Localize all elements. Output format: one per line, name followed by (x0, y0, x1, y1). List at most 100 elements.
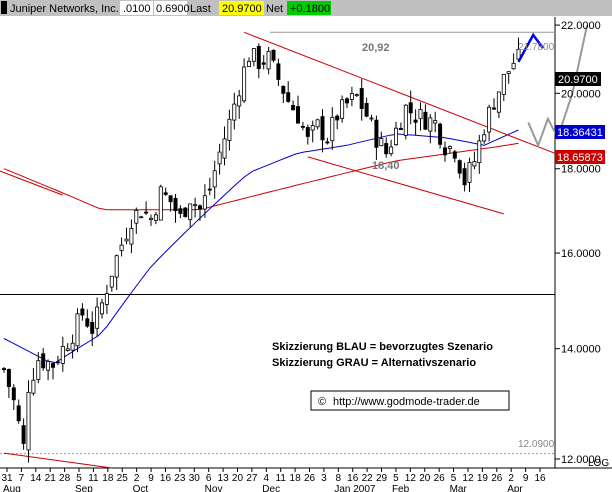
candle-body (26, 391, 31, 451)
candle-body (325, 141, 330, 144)
candle-body (51, 363, 56, 368)
candle-body (251, 48, 256, 62)
candle-body (237, 95, 242, 107)
x-day-label: 5 (451, 473, 457, 484)
candle-body (114, 255, 119, 278)
upper-trend-line (243, 31, 568, 159)
candle-body (408, 102, 413, 114)
candle-body (442, 147, 447, 156)
candle (428, 114, 433, 144)
ma-short-badge-text: 18.36431 (557, 127, 603, 139)
candle-body (70, 342, 75, 351)
candle-body (364, 102, 369, 117)
candle (291, 100, 296, 111)
x-day-label: 19 (477, 473, 489, 484)
candle (65, 343, 70, 352)
candle (408, 90, 413, 125)
candle-body (501, 73, 506, 95)
x-day-label: 7 (19, 473, 25, 484)
ref-high-label: 21.7800 (518, 42, 555, 53)
candle (183, 206, 188, 218)
candle-body (60, 346, 65, 364)
candle (246, 57, 251, 68)
candle-body (21, 425, 26, 444)
x-month-label: Aug (3, 484, 21, 492)
candle (325, 137, 330, 145)
candle (168, 195, 173, 212)
x-day-label: 20 (419, 473, 431, 484)
candle-body (168, 195, 173, 203)
candle-body (438, 123, 443, 145)
candle (482, 129, 487, 144)
candle (124, 227, 129, 245)
candle-body (75, 313, 80, 347)
candle (452, 149, 457, 163)
candle (344, 97, 349, 108)
candle (393, 121, 398, 146)
candle (85, 309, 90, 328)
candle-body (163, 192, 168, 195)
candle-body (55, 361, 60, 364)
candle-body (295, 106, 300, 124)
candle (286, 81, 291, 103)
candle (354, 93, 359, 98)
candle (173, 194, 178, 223)
candle (315, 118, 320, 130)
candle (364, 97, 369, 118)
copyright-url[interactable]: http://www.godmode-trader.de (333, 396, 480, 408)
candle-body (144, 211, 149, 214)
candle-body (477, 140, 482, 163)
candle (16, 399, 21, 424)
candle-body (403, 104, 408, 136)
candle-body (315, 119, 320, 128)
header-field1-box (120, 1, 153, 15)
candle-body (41, 353, 46, 369)
note-box (268, 337, 508, 373)
y-tick-label: 14.0000 (561, 344, 601, 356)
candle (144, 201, 149, 215)
x-day-label: 16 (534, 473, 546, 484)
candle (501, 73, 506, 101)
y-tick-label: 12.0000 (561, 454, 601, 466)
candle (511, 53, 516, 70)
candle-body (134, 210, 139, 224)
blue-scenario-line (517, 32, 545, 63)
candle (487, 104, 492, 142)
candle (222, 126, 227, 166)
candle (11, 384, 16, 410)
header-marker (1, 1, 7, 14)
x-day-label: 31 (1, 473, 13, 484)
candle-body (340, 99, 345, 119)
candle (80, 303, 85, 321)
x-day-label: 25 (117, 473, 129, 484)
candle (75, 308, 80, 353)
candle-body (467, 161, 472, 183)
x-day-label: 21 (45, 473, 57, 484)
x-day-label: 11 (276, 473, 287, 484)
candle-body (158, 186, 163, 221)
x-day-label: 26 (304, 473, 316, 484)
candle-body (222, 138, 227, 159)
x-month-label: Sep (75, 484, 93, 492)
candle-body (349, 93, 354, 100)
candle (281, 85, 286, 104)
candle-body (482, 134, 487, 142)
header-last-label: Last (190, 3, 211, 15)
candle-body (193, 204, 198, 207)
x-day-label: 29 (376, 473, 388, 484)
candle (271, 49, 276, 63)
candle (340, 95, 345, 123)
candle-body (183, 207, 188, 218)
candle-body (335, 115, 340, 121)
candle (178, 205, 183, 219)
candle-body (178, 208, 183, 214)
candle (330, 107, 335, 150)
x-month-label: Oct (133, 484, 149, 492)
candle (457, 159, 462, 179)
copyright-symbol: © (318, 396, 326, 408)
candle (60, 336, 65, 372)
x-day-label: 18 (102, 473, 114, 484)
candle-body (369, 117, 374, 120)
note-line-blue: Skizzierung BLAU = bevorzugtes Szenario (272, 341, 493, 353)
